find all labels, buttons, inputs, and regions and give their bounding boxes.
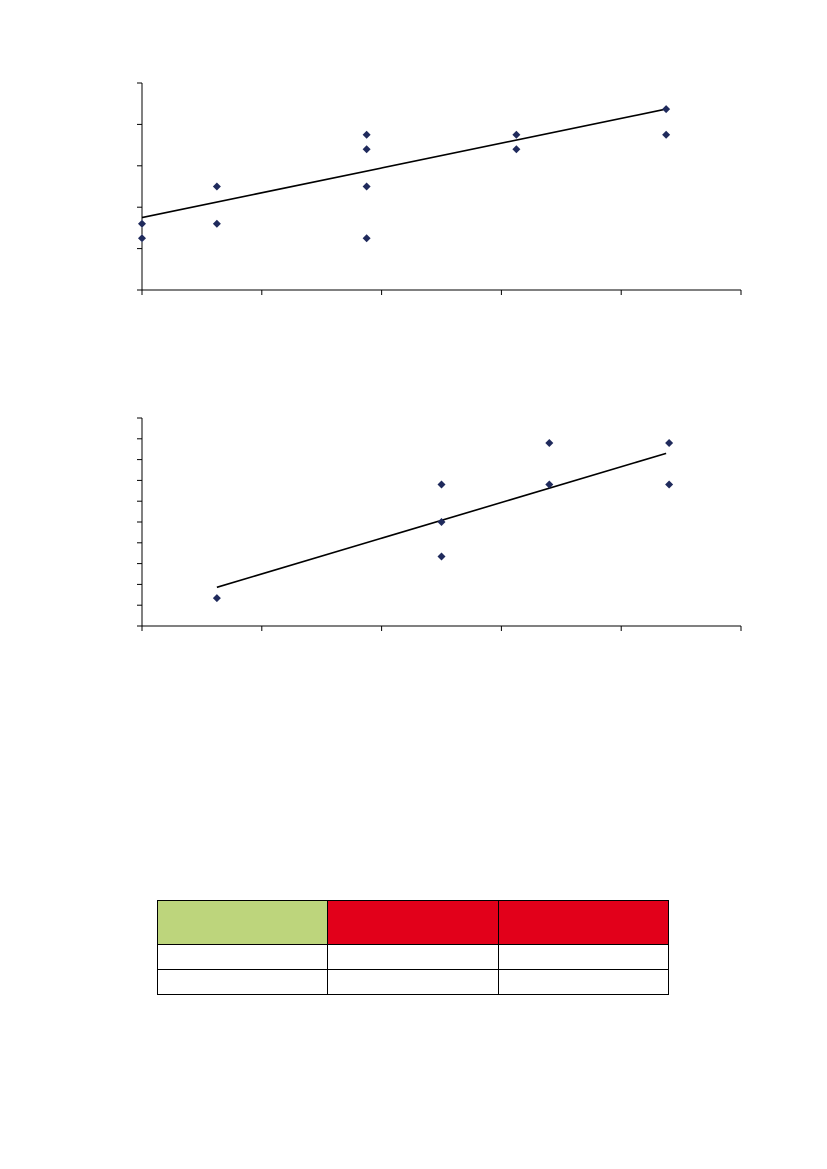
- data-point: [437, 480, 446, 489]
- data-point: [362, 182, 371, 191]
- data-point: [437, 518, 446, 526]
- data-point: [437, 552, 446, 561]
- table-header-row: [156, 900, 670, 945]
- table-row: [156, 969, 670, 995]
- data-point: [138, 234, 146, 243]
- table-cell: [497, 944, 670, 970]
- table-header-cell-2: [327, 900, 499, 945]
- data-point: [362, 234, 371, 243]
- table-cell: [327, 944, 499, 970]
- data-point: [362, 130, 371, 139]
- scatter-chart-1: [137, 82, 742, 295]
- data-point: [512, 130, 521, 139]
- data-point: [512, 145, 521, 154]
- table-cell: [327, 969, 499, 995]
- table-cell: [497, 969, 670, 995]
- data-point: [362, 145, 371, 154]
- table-header-cell-3: [497, 900, 670, 945]
- data-point: [662, 105, 671, 114]
- summary-table: [156, 900, 670, 995]
- data-point: [665, 438, 674, 447]
- data-point: [212, 182, 221, 191]
- table-header-cell-1: [156, 900, 329, 945]
- data-point: [545, 438, 554, 447]
- data-point: [665, 480, 674, 489]
- data-point: [545, 480, 554, 489]
- data-point: [138, 219, 146, 228]
- table-cell: [156, 969, 329, 995]
- trendline: [141, 108, 667, 219]
- table-row: [156, 944, 670, 970]
- data-point: [212, 594, 221, 603]
- data-point: [662, 130, 671, 139]
- scatter-chart-2: [137, 417, 742, 631]
- table-cell: [156, 944, 329, 970]
- data-point: [212, 219, 221, 228]
